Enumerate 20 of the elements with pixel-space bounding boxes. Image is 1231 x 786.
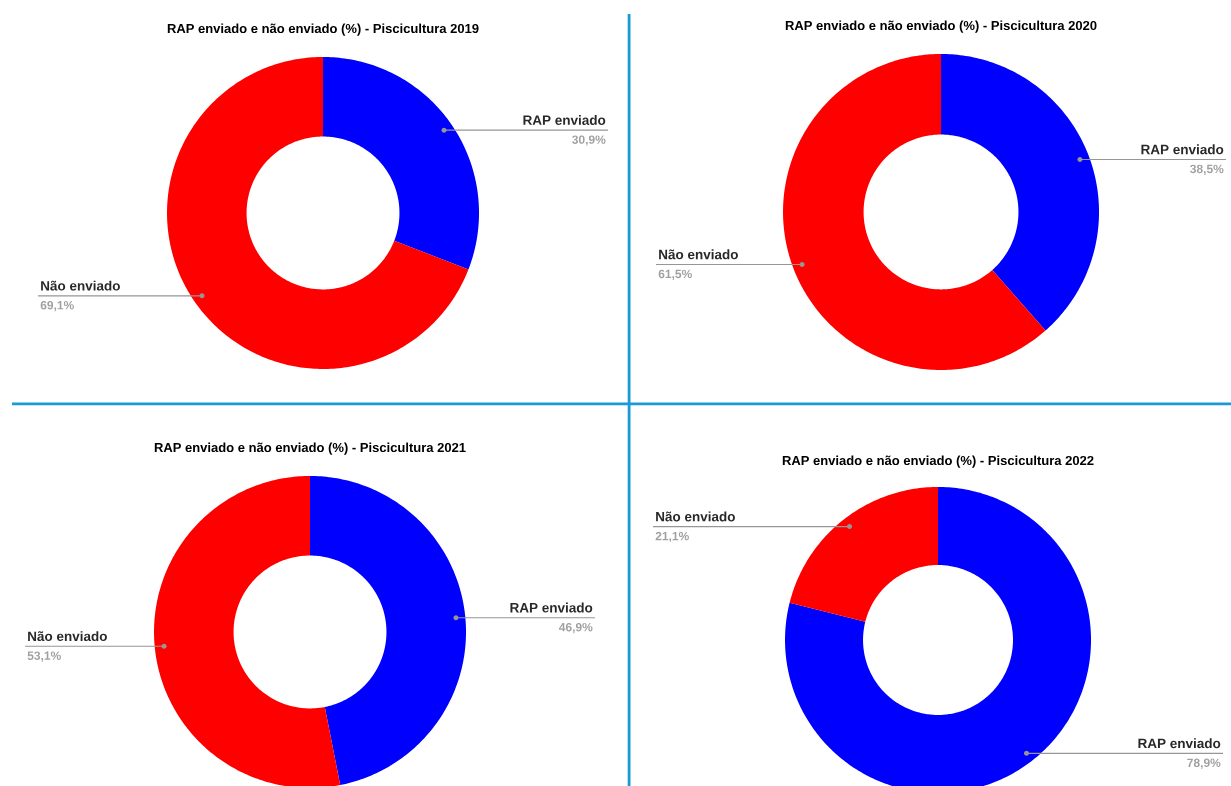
slice-label: RAP enviado: [510, 602, 593, 613]
data-label: 21,1%: [655, 531, 689, 543]
slice-label: RAP enviado: [1138, 738, 1221, 749]
slice-label: Não enviado: [659, 249, 738, 260]
slice-label: Não enviado: [28, 631, 107, 642]
data-label: 38,5%: [1190, 164, 1224, 175]
chart-title: RAP enviado e não enviado (%) - Piscicultura 2019: [167, 23, 479, 36]
slice-label: Não enviado: [656, 511, 735, 522]
chart-title: RAP enviado e não enviado (%) - Piscicultura 2022: [782, 455, 1094, 468]
chart-title: RAP enviado e não enviado (%) - Piscicultura 2021: [154, 442, 466, 455]
data-label: 53,1%: [27, 651, 61, 662]
slice-label: Não enviado: [41, 280, 120, 291]
data-label: 78,9%: [1187, 758, 1221, 769]
chart-title: RAP enviado e não enviado (%) - Piscicultura 2020: [785, 20, 1097, 33]
data-label: 30,9%: [572, 135, 606, 146]
data-label: 46,9%: [558, 622, 593, 634]
slice-label: RAP enviado: [1141, 144, 1224, 155]
slice-label: RAP enviado: [523, 115, 606, 125]
data-label: 61,5%: [658, 269, 692, 280]
data-label: 69,1%: [40, 300, 74, 312]
